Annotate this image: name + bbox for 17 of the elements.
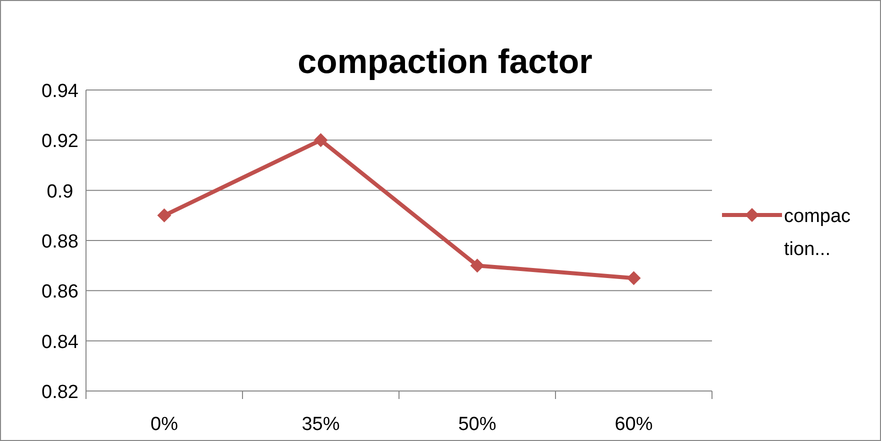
y-tick-label: 0.88	[42, 232, 78, 252]
y-tick-label: 0.92	[42, 131, 78, 152]
legend-label: compaction...	[784, 206, 851, 260]
x-tick-label: 50%	[458, 414, 496, 435]
point	[626, 271, 641, 286]
point	[470, 258, 484, 273]
y-tick-label: 0.94	[42, 81, 79, 102]
point	[157, 208, 172, 222]
y-tick-label: 0.9	[46, 181, 74, 202]
x-tick-label: 35%	[302, 414, 340, 435]
x-tick-label: 0%	[150, 414, 178, 435]
point	[314, 133, 328, 148]
x-tick-label: 60%	[614, 414, 653, 435]
y-tick-label: 0.82	[42, 382, 78, 403]
y-tick-label: 0.84	[42, 332, 79, 353]
y-tick-label: 0.86	[42, 282, 78, 303]
chart-title: compaction factor	[298, 43, 592, 81]
